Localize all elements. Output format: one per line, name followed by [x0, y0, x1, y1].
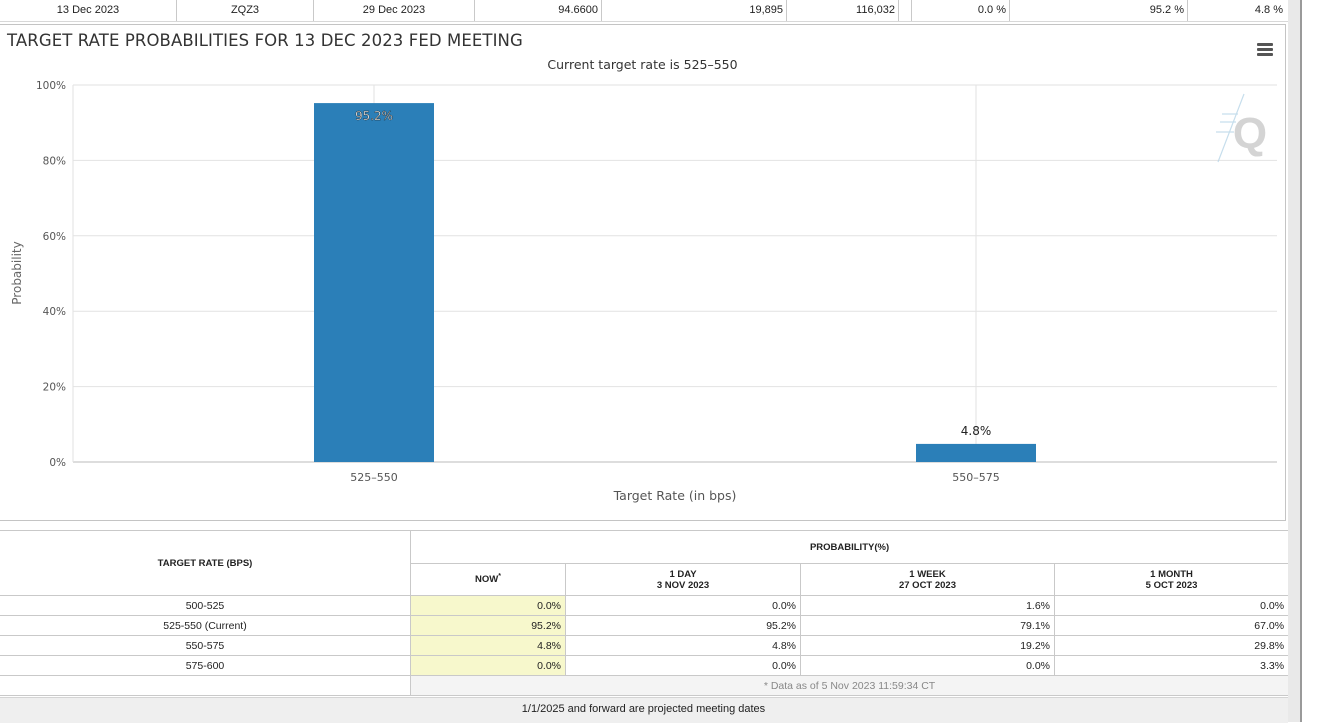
svg-text:Q: Q	[1233, 109, 1267, 158]
bar-1	[314, 103, 434, 462]
now-cell: 0.0%	[410, 595, 566, 616]
one-month-cell: 0.0%	[1053, 595, 1290, 616]
target-rate-header: TARGET RATE (BPS)	[0, 530, 411, 596]
hike-prob-cell: 4.8 %	[1254, 4, 1283, 16]
cell-divider	[176, 0, 177, 21]
one-week-cell: 79.1%	[800, 615, 1055, 636]
one-day-cell: 0.0%	[565, 655, 801, 676]
cell-divider	[911, 0, 912, 21]
probability-header: PROBABILITY(%)	[409, 530, 1290, 564]
cell-divider	[601, 0, 602, 21]
projected-dates-footer: 1/1/2025 and forward are projected meeti…	[0, 697, 1288, 723]
target-rate-cell: 500-525	[0, 595, 411, 616]
table-row: 550-575 4.8% 4.8% 19.2% 29.8%	[0, 635, 1290, 656]
prior-volume-cell: 19,895	[749, 4, 783, 16]
now-label: NOW	[475, 574, 499, 586]
bar-layer: 95.2% 4.8%	[314, 103, 1036, 462]
y-tick-label: 20%	[43, 382, 66, 394]
one-week-cell: 1.6%	[800, 595, 1055, 616]
data-label: 4.8%	[961, 424, 992, 438]
chart-panel	[0, 24, 1286, 521]
one-week-cell: 19.2%	[800, 635, 1055, 656]
no-change-prob-cell: 95.2 %	[1149, 4, 1184, 16]
y-tick-label: 0%	[49, 457, 66, 469]
target-rate-cell: 575-600	[0, 655, 411, 676]
one-month-cell: 67.0%	[1053, 615, 1290, 636]
x-tick-label: 550–575	[952, 471, 1000, 484]
now-cell: 95.2%	[410, 615, 566, 636]
one-day-cell: 4.8%	[565, 635, 801, 656]
one-day-cell: 0.0%	[565, 595, 801, 616]
note-spacer	[0, 675, 411, 696]
data-timestamp-note: * Data as of 5 Nov 2023 11:59:34 CT	[409, 675, 1290, 696]
one-week-cell: 0.0%	[800, 655, 1055, 676]
cell-divider	[313, 0, 314, 21]
one-day-cell: 95.2%	[565, 615, 801, 636]
meeting-summary-row: 13 Dec 2023 ZQZ3 29 Dec 2023 94.6600 19,…	[0, 0, 1297, 22]
one-week-column-header: 1 WEEK 27 OCT 2023	[800, 563, 1055, 596]
cell-divider	[474, 0, 475, 21]
one-month-cell: 3.3%	[1053, 655, 1290, 676]
table-row: 575-600 0.0% 0.0% 0.0% 3.3%	[0, 655, 1290, 676]
x-axis-title: Target Rate (in bps)	[613, 488, 737, 503]
q-logo-watermark-icon: Q	[1216, 93, 1267, 163]
now-cell: 0.0%	[410, 655, 566, 676]
one-month-label: 1 MONTH	[1150, 568, 1193, 580]
target-rate-cell: 550-575	[0, 635, 411, 656]
mid-price-cell: 94.6600	[558, 4, 598, 16]
y-tick-label: 40%	[43, 306, 66, 318]
one-week-label: 1 WEEK	[909, 568, 946, 580]
now-cell: 4.8%	[410, 635, 566, 656]
data-label: 95.2%	[355, 109, 393, 123]
grid-layer: 0% 20% 40% 60% 80% 100% 525–550 550–575	[36, 80, 1277, 484]
chart-subtitle: Current target rate is 525–550	[547, 57, 738, 72]
y-tick-label: 60%	[43, 231, 66, 243]
expires-cell: 29 Dec 2023	[362, 4, 426, 16]
probability-bar-chart: 0% 20% 40% 60% 80% 100% 525–550 550–575 95.2% 4.…	[10, 80, 1277, 503]
one-day-label: 1 DAY	[669, 568, 697, 580]
x-tick-label: 525–550	[350, 471, 398, 484]
contract-cell: ZQZ3	[230, 4, 260, 16]
scrollbar-track[interactable]	[1302, 0, 1319, 722]
hamburger-menu-icon[interactable]	[1257, 43, 1273, 56]
one-day-date: 3 NOV 2023	[656, 579, 710, 591]
y-tick-label: 80%	[43, 155, 66, 167]
cell-divider	[898, 0, 899, 21]
right-gutter	[1288, 0, 1300, 722]
now-asterisk: *	[498, 573, 501, 581]
scrollbar-edge	[1300, 0, 1302, 722]
bar-2	[916, 443, 1036, 462]
one-day-column-header: 1 DAY 3 NOV 2023	[565, 563, 801, 596]
table-row: 525-550 (Current) 95.2% 95.2% 79.1% 67.0…	[0, 615, 1290, 636]
one-week-date: 27 OCT 2023	[898, 579, 957, 591]
target-rate-cell: 525-550 (Current)	[0, 615, 411, 636]
one-month-date: 5 OCT 2023	[1145, 579, 1198, 591]
ease-prob-cell: 0.0 %	[977, 4, 1006, 16]
probability-table: TARGET RATE (BPS) PROBABILITY(%) NOW* 1 …	[0, 530, 1290, 696]
y-tick-label: 100%	[36, 80, 66, 92]
one-month-column-header: 1 MONTH 5 OCT 2023	[1053, 563, 1290, 596]
cell-divider	[1009, 0, 1010, 21]
prior-oi-cell: 116,032	[856, 4, 895, 16]
table-row: 500-525 0.0% 0.0% 1.6% 0.0%	[0, 595, 1290, 616]
cell-divider	[1187, 0, 1188, 21]
y-axis-title: Probability	[10, 241, 24, 304]
one-month-cell: 29.8%	[1053, 635, 1290, 656]
meeting-date-cell: 13 Dec 2023	[56, 4, 120, 16]
cell-divider	[786, 0, 787, 21]
now-column-header: NOW*	[410, 563, 566, 596]
chart-title: TARGET RATE PROBABILITIES FOR 13 DEC 202…	[7, 31, 523, 50]
